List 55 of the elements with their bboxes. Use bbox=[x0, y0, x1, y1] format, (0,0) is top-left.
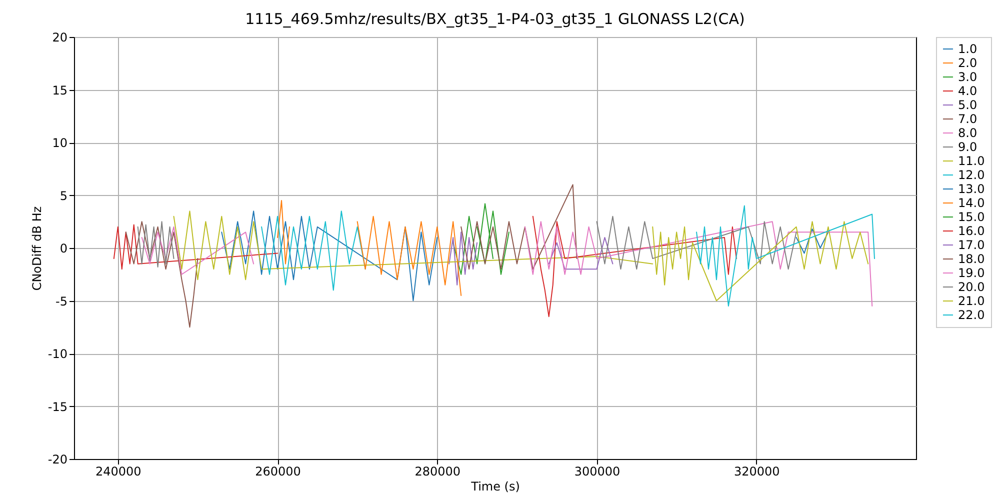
legend-label: 14.0 bbox=[958, 196, 985, 210]
line-series bbox=[596, 216, 797, 270]
line-series bbox=[221, 210, 438, 302]
x-tick-label: 240000 bbox=[95, 464, 142, 478]
y-tick-label: -20 bbox=[48, 452, 68, 466]
y-axis-title: CNoDiff dB Hz bbox=[30, 206, 44, 291]
y-tick-label: -15 bbox=[48, 400, 68, 414]
line-series bbox=[696, 205, 875, 307]
y-tick-label: 20 bbox=[52, 30, 68, 44]
line-series bbox=[137, 221, 174, 268]
line-series bbox=[524, 221, 873, 307]
line-series bbox=[141, 226, 254, 275]
y-tick-label: -5 bbox=[56, 294, 68, 308]
line-series bbox=[460, 184, 578, 270]
x-tick-label: 260000 bbox=[255, 464, 301, 478]
legend-label: 19.0 bbox=[958, 266, 985, 280]
x-tick-label: 320000 bbox=[734, 464, 780, 478]
legend-label: 2.0 bbox=[958, 56, 978, 70]
x-axis-title: Time (s) bbox=[470, 480, 520, 494]
legend-label: 11.0 bbox=[958, 154, 985, 168]
chart-title: 1115_469.5mhz/results/BX_gt35_1-P4-03_gt35_1 GLONASS L2(CA) bbox=[245, 10, 745, 28]
legend-label: 1.0 bbox=[958, 42, 978, 56]
legend-label: 5.0 bbox=[958, 98, 978, 112]
legend-label: 13.0 bbox=[958, 182, 985, 196]
legend-label: 15.0 bbox=[958, 210, 985, 224]
y-tick-label: -10 bbox=[48, 347, 68, 361]
line-series bbox=[532, 216, 737, 318]
legend-label: 4.0 bbox=[958, 84, 978, 98]
legend-label: 12.0 bbox=[958, 168, 985, 182]
line-series bbox=[125, 221, 198, 328]
legend-label: 16.0 bbox=[958, 224, 985, 238]
legend-label: 21.0 bbox=[958, 294, 985, 308]
y-tick-label: 10 bbox=[52, 136, 68, 150]
line-series bbox=[652, 221, 869, 302]
legend-label: 20.0 bbox=[958, 280, 985, 294]
legend-label: 8.0 bbox=[958, 126, 978, 140]
y-tick-label: 15 bbox=[52, 83, 68, 98]
legend-label: 17.0 bbox=[958, 238, 985, 252]
x-tick-label: 300000 bbox=[574, 464, 620, 478]
legend-label: 3.0 bbox=[958, 70, 978, 84]
x-tick-label: 280000 bbox=[414, 464, 461, 478]
line-series bbox=[448, 232, 478, 286]
y-tick-label: 5 bbox=[60, 188, 68, 203]
legend-label: 22.0 bbox=[958, 308, 985, 322]
legend-label: 9.0 bbox=[958, 140, 978, 154]
y-tick-label: 0 bbox=[60, 242, 68, 256]
legend-label: 18.0 bbox=[958, 252, 985, 266]
line-series bbox=[796, 228, 829, 254]
line-series bbox=[173, 210, 654, 280]
legend-label: 7.0 bbox=[958, 112, 978, 126]
line-series bbox=[356, 216, 462, 296]
line-series bbox=[113, 224, 278, 270]
line-series bbox=[548, 236, 614, 270]
line-series bbox=[277, 200, 290, 264]
line-series bbox=[261, 210, 366, 291]
